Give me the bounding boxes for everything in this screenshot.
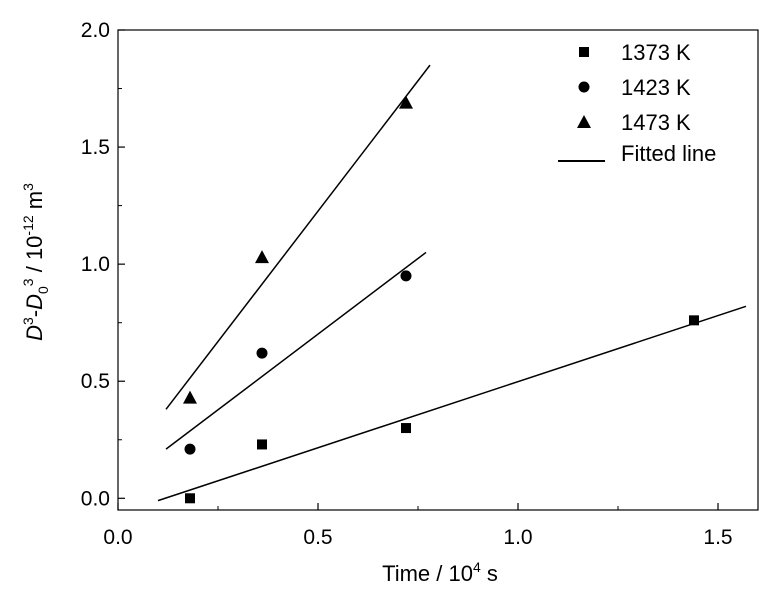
data-point-1373-k: [401, 423, 411, 434]
legend-label: 1423 K: [621, 75, 691, 100]
x-axis-title: Time / 104 s: [382, 559, 498, 586]
y-tick-label: 1.0: [81, 253, 110, 276]
legend-marker-square: [579, 47, 589, 57]
y-axis-title: D3-D03 / 10-12 m3: [20, 183, 51, 341]
data-point-1423-k: [184, 443, 196, 455]
legend-label: 1473 K: [621, 110, 691, 135]
y-axis-ticks: 0.0 0.5 1.0 1.5 2.0: [81, 19, 125, 510]
plot-frame: [117, 29, 759, 511]
y-tick-label: 0.5: [81, 370, 110, 393]
fit-line-1373-k: [157, 305, 747, 502]
legend-marker-circle: [578, 81, 590, 93]
data-point-1373-k: [689, 315, 699, 326]
plot-area-border: [117, 29, 759, 511]
y-tick-label: 2.0: [81, 19, 110, 42]
fit-lines: [157, 64, 747, 502]
legend-marker-triangle: [577, 115, 591, 128]
data-point-1423-k: [256, 347, 268, 359]
fit-line-1473-k: [165, 64, 431, 410]
x-tick-label: 0.0: [103, 526, 132, 549]
fit-line-1423-k: [165, 251, 427, 450]
x-axis-ticks: 0.0 0.5 1.0 1.5: [103, 503, 733, 549]
data-point-1473-k: [399, 95, 413, 109]
legend-label-fitted-line: Fitted line: [621, 141, 716, 166]
legend: 1373 K 1423 K 1473 K Fitted line: [558, 40, 716, 166]
x-tick-label: 1.5: [703, 526, 732, 549]
data-points: [183, 95, 699, 504]
y-tick-label: 1.5: [81, 136, 110, 159]
data-point-1423-k: [400, 270, 412, 282]
legend-label: 1373 K: [621, 40, 691, 65]
data-point-1373-k: [257, 439, 267, 450]
y-tick-label: 0.0: [81, 487, 110, 510]
x-tick-label: 1.0: [503, 526, 532, 549]
data-point-1473-k: [255, 250, 269, 264]
x-tick-label: 0.5: [303, 526, 332, 549]
data-point-1473-k: [183, 390, 197, 404]
data-point-1373-k: [185, 493, 195, 504]
